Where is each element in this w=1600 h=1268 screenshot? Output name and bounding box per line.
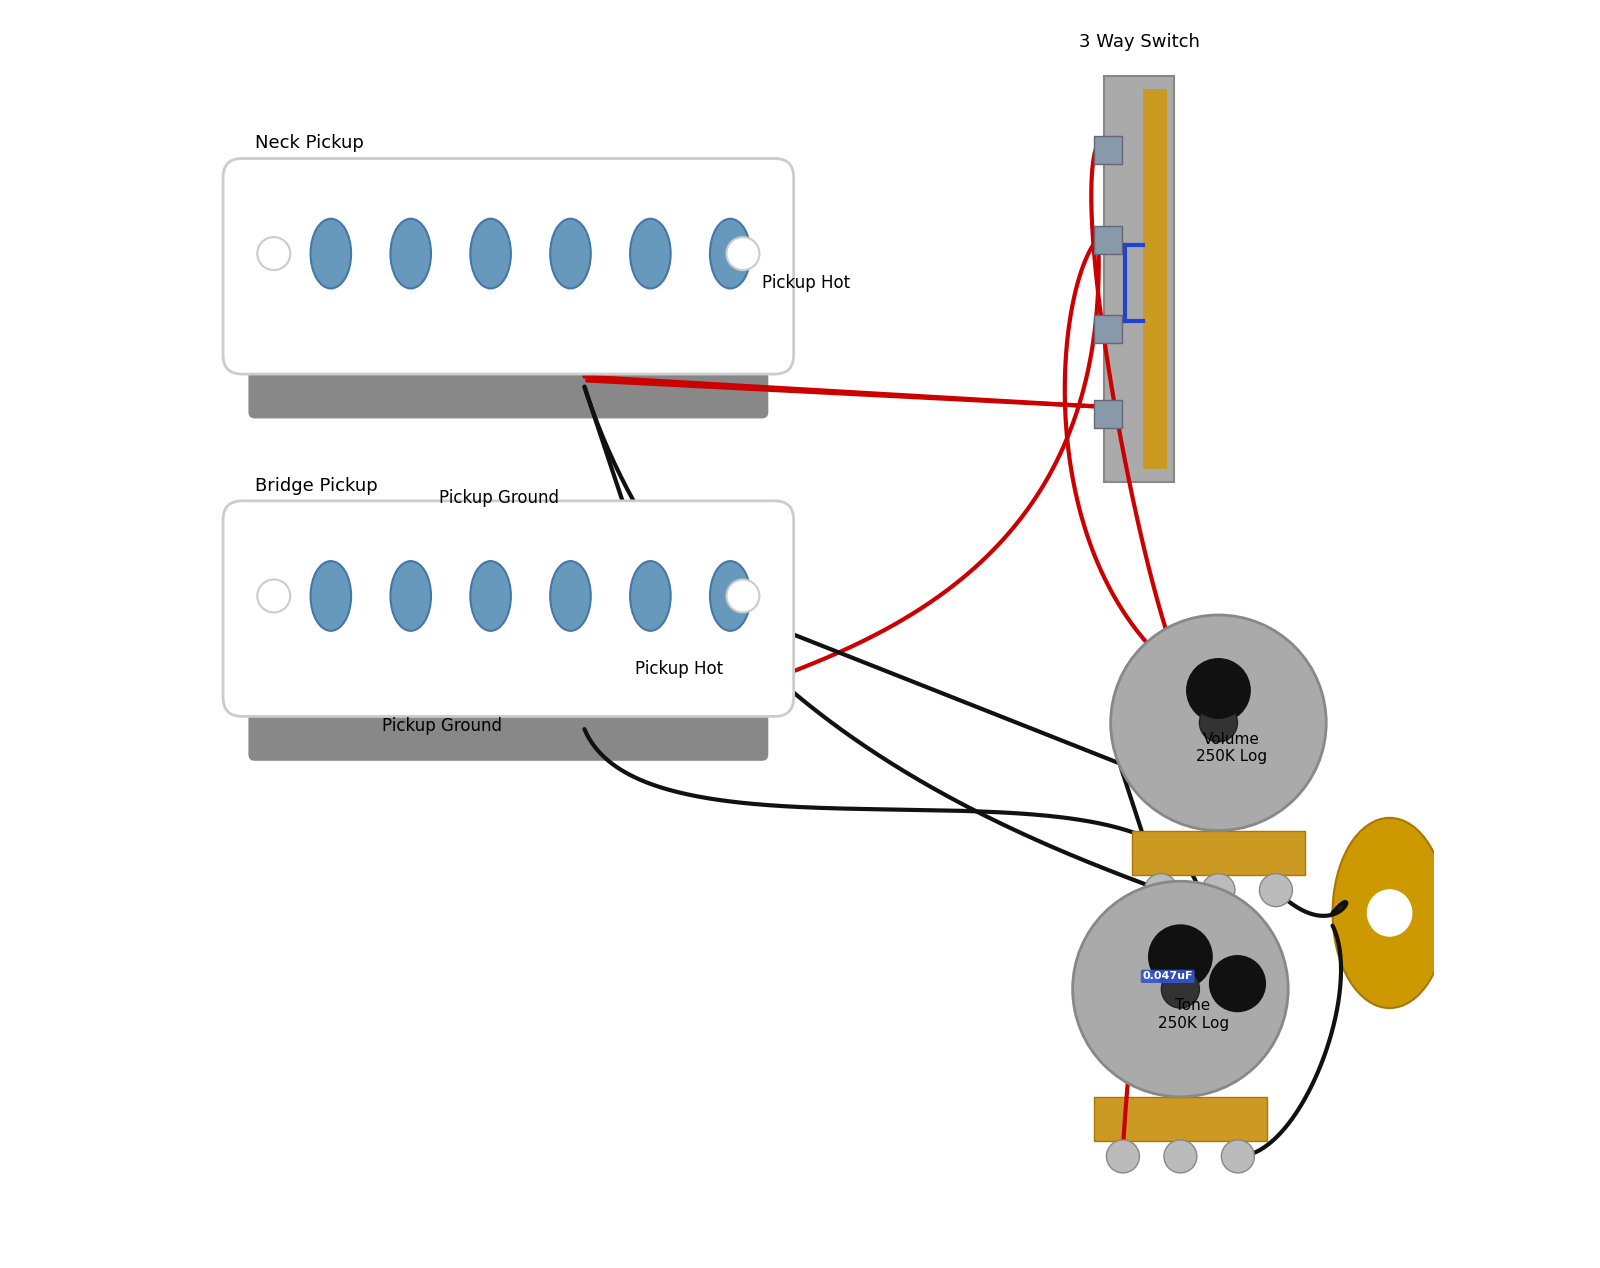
Circle shape (1202, 874, 1235, 907)
Circle shape (1107, 1140, 1139, 1173)
Text: 0.047uF: 0.047uF (1142, 971, 1194, 981)
Text: Pickup Hot: Pickup Hot (762, 274, 850, 292)
Circle shape (726, 579, 760, 612)
Bar (1104, 76, 1174, 482)
Circle shape (1144, 874, 1178, 907)
Bar (1094, 137, 1122, 165)
Ellipse shape (630, 560, 670, 630)
Ellipse shape (390, 218, 430, 288)
Text: Tone
250K Log: Tone 250K Log (1157, 998, 1229, 1031)
Text: Pickup Hot: Pickup Hot (635, 661, 723, 678)
Circle shape (1163, 1140, 1197, 1173)
Bar (1133, 831, 1304, 875)
Circle shape (1149, 926, 1213, 989)
Bar (1094, 1097, 1267, 1141)
Ellipse shape (1333, 818, 1446, 1008)
Circle shape (258, 579, 290, 612)
Circle shape (1187, 658, 1250, 723)
Text: Pickup Ground: Pickup Ground (381, 718, 501, 735)
Bar (1094, 226, 1122, 254)
FancyBboxPatch shape (222, 158, 794, 374)
Circle shape (1162, 970, 1200, 1008)
Bar (1142, 89, 1166, 469)
Text: 3 Way Switch: 3 Way Switch (1078, 33, 1200, 51)
FancyBboxPatch shape (222, 501, 794, 716)
Ellipse shape (550, 218, 590, 288)
Ellipse shape (390, 560, 430, 630)
Circle shape (1110, 615, 1326, 831)
FancyBboxPatch shape (248, 672, 768, 761)
Circle shape (1259, 874, 1293, 907)
Ellipse shape (310, 218, 350, 288)
Text: Pickup Ground: Pickup Ground (438, 489, 558, 507)
Circle shape (1072, 881, 1288, 1097)
Ellipse shape (550, 560, 590, 630)
Ellipse shape (470, 560, 510, 630)
Bar (1094, 314, 1122, 342)
Ellipse shape (630, 218, 670, 288)
Text: Neck Pickup: Neck Pickup (254, 134, 363, 152)
Text: Bridge Pickup: Bridge Pickup (254, 477, 378, 495)
Text: Volume
250K Log: Volume 250K Log (1195, 732, 1267, 765)
Ellipse shape (470, 218, 510, 288)
Circle shape (1190, 662, 1246, 718)
Circle shape (1210, 956, 1266, 1012)
Circle shape (726, 237, 760, 270)
FancyBboxPatch shape (248, 330, 768, 418)
Circle shape (258, 237, 290, 270)
Circle shape (1221, 1140, 1254, 1173)
Circle shape (1200, 704, 1237, 742)
Ellipse shape (710, 218, 750, 288)
Ellipse shape (310, 560, 350, 630)
Ellipse shape (710, 560, 750, 630)
Bar (1094, 401, 1122, 429)
Ellipse shape (1366, 889, 1413, 937)
